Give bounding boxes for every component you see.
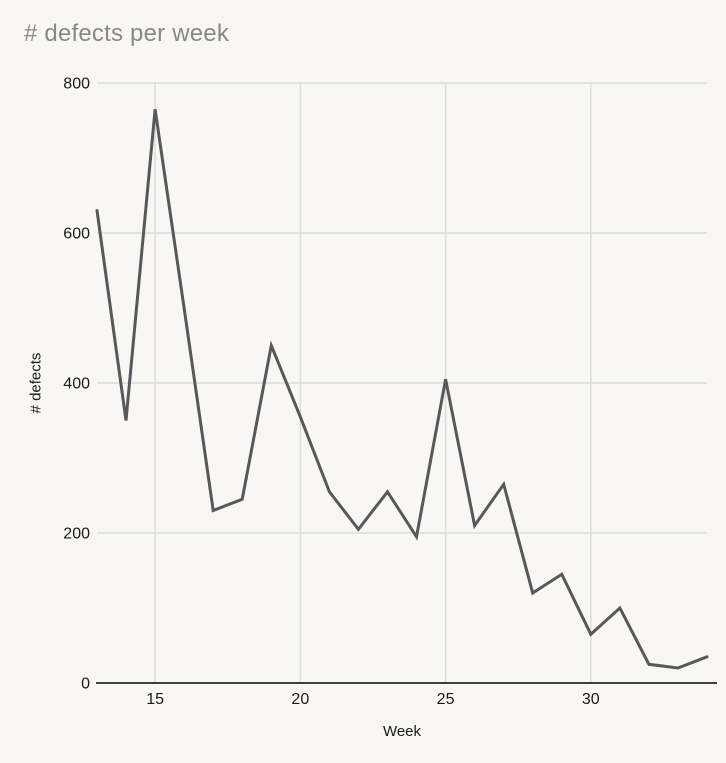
x-tick-label: 15	[146, 691, 164, 708]
chart-title: # defects per week	[24, 20, 230, 47]
x-tick-label: 20	[291, 691, 309, 708]
y-tick-label: 800	[63, 76, 90, 93]
y-tick-label: 600	[63, 226, 90, 243]
defects-line-series	[95, 109, 709, 670]
y-tick-label: 0	[81, 676, 90, 693]
y-tick-label: 400	[63, 376, 90, 393]
x-tick-label: 30	[582, 691, 600, 708]
x-axis-title: Week	[382, 723, 422, 740]
x-tick-label: 25	[437, 691, 455, 708]
y-tick-label: 200	[63, 526, 90, 543]
